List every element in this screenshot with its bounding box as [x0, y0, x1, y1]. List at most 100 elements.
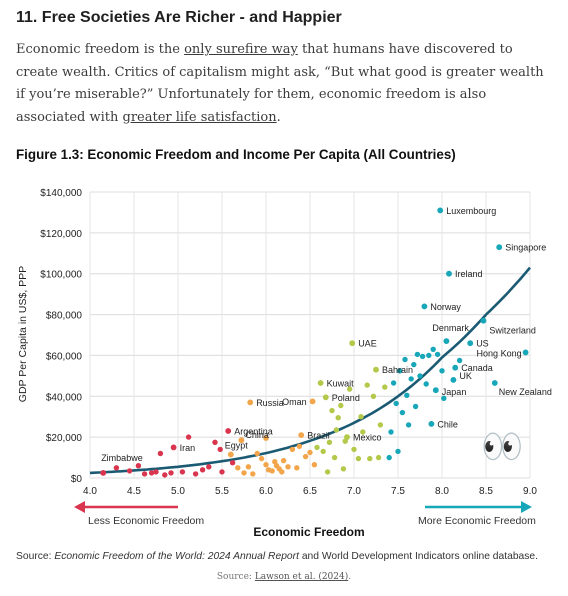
- x-tick-label: 9.0: [523, 486, 537, 497]
- data-point: [280, 457, 287, 464]
- data-point: [168, 470, 174, 476]
- labeled-point: [322, 394, 329, 401]
- y-axis-label: GDP Per Capita in US$, PPP: [17, 266, 29, 402]
- country-label: Canada: [461, 363, 493, 373]
- data-point: [141, 471, 148, 477]
- data-point: [162, 472, 168, 478]
- data-point: [439, 368, 445, 374]
- data-point: [296, 443, 303, 449]
- data-point: [329, 407, 335, 414]
- data-point: [426, 352, 432, 359]
- data-point: [235, 465, 241, 471]
- caption-suffix: .: [348, 572, 352, 582]
- eyes-emoji-icon: 👀: [481, 427, 523, 467]
- labeled-point: [467, 340, 474, 347]
- data-point: [419, 353, 426, 360]
- data-point: [335, 415, 341, 421]
- labeled-point: [227, 451, 234, 458]
- section-heading: 11. Free Societies Are Richer - and Happ…: [16, 9, 342, 26]
- country-label: US: [476, 339, 489, 349]
- country-label: Denmark: [432, 323, 469, 333]
- data-point: [219, 469, 225, 475]
- figure-source-title: Economic Freedom of the World: 2024 Annu…: [54, 551, 299, 562]
- x-tick-label: 8.0: [435, 486, 449, 497]
- labeled-point: [100, 470, 107, 476]
- country-label: Argentina: [234, 427, 273, 437]
- data-point: [404, 392, 410, 398]
- labeled-point: [432, 387, 439, 394]
- y-tick-label: $100,000: [40, 270, 82, 281]
- data-point: [113, 465, 120, 471]
- data-point: [302, 453, 309, 460]
- figure-source: Source: Economic Freedom of the World: 2…: [16, 551, 538, 562]
- country-label: UAE: [358, 339, 377, 349]
- trend-line: [89, 266, 531, 475]
- data-point: [377, 422, 384, 428]
- data-point: [351, 446, 357, 453]
- x-tick-labels: 4.0 4.5 5.0 5.5 6.0 6.5 7.0 7.5 8.0 8.5 9.0: [83, 486, 537, 497]
- country-label: Bahrain: [382, 365, 413, 375]
- data-point: [441, 395, 447, 401]
- data-point: [324, 469, 331, 475]
- greater-life-satisfaction-link[interactable]: greater life satisfaction: [122, 109, 277, 125]
- data-point: [294, 465, 300, 471]
- data-point: [340, 466, 347, 472]
- data-point: [307, 449, 313, 456]
- x-tick-label: 6.0: [259, 486, 273, 497]
- data-point: [148, 470, 155, 476]
- data-point: [179, 469, 186, 475]
- figure-source-prefix: Source:: [16, 551, 55, 562]
- country-label: Brazil: [307, 431, 330, 441]
- data-point: [153, 469, 159, 475]
- data-point: [399, 409, 406, 416]
- more-freedom-label: More Economic Freedom: [418, 515, 536, 527]
- data-point: [199, 467, 206, 473]
- country-label: Norway: [430, 302, 461, 312]
- labeled-point: [491, 380, 498, 386]
- data-point: [157, 450, 164, 457]
- lawson-citation-link[interactable]: Lawson et al. (2024): [254, 572, 349, 582]
- data-point: [333, 427, 340, 433]
- data-point: [358, 414, 364, 420]
- labeled-point: [496, 244, 503, 251]
- data-point: [412, 403, 419, 410]
- y-tick-label: $60,000: [46, 351, 83, 362]
- only-surefire-way-link[interactable]: only surefire way: [184, 42, 298, 57]
- data-point: [250, 471, 256, 477]
- labeled-point: [247, 399, 254, 406]
- data-point: [331, 454, 338, 461]
- data-point: [279, 469, 285, 475]
- country-label: Ireland: [455, 269, 483, 279]
- country-label: Mexico: [353, 433, 382, 443]
- data-point: [375, 454, 382, 461]
- x-tick-label: 7.0: [347, 486, 361, 497]
- data-point: [388, 429, 394, 435]
- data-point: [390, 380, 397, 386]
- country-label: Poland: [332, 393, 360, 403]
- labeled-point: [225, 428, 232, 434]
- country-label: Switzerland: [489, 326, 536, 336]
- labeled-point: [522, 349, 529, 356]
- data-point: [241, 470, 247, 476]
- data-point: [263, 435, 269, 441]
- country-label: Japan: [442, 387, 467, 397]
- y-tick-label: $140,000: [40, 188, 82, 199]
- x-tick-label: 5.5: [215, 486, 229, 497]
- country-label: Iran: [180, 443, 196, 453]
- data-point: [269, 468, 275, 474]
- labeled-point: [349, 340, 356, 347]
- x-tick-label: 8.5: [479, 486, 493, 497]
- country-label: Hong Kong: [477, 348, 522, 358]
- y-tick-label: $40,000: [46, 392, 83, 403]
- data-point: [258, 455, 265, 462]
- labeled-point: [443, 338, 450, 344]
- data-point: [338, 402, 344, 409]
- country-label: China: [245, 430, 269, 440]
- labeled-point: [344, 434, 350, 440]
- data-point: [423, 381, 429, 387]
- labeled-point: [421, 303, 428, 310]
- x-tick-label: 6.5: [303, 486, 317, 497]
- data-point: [135, 463, 142, 469]
- data-point: [360, 429, 366, 435]
- country-label: Singapore: [505, 243, 546, 253]
